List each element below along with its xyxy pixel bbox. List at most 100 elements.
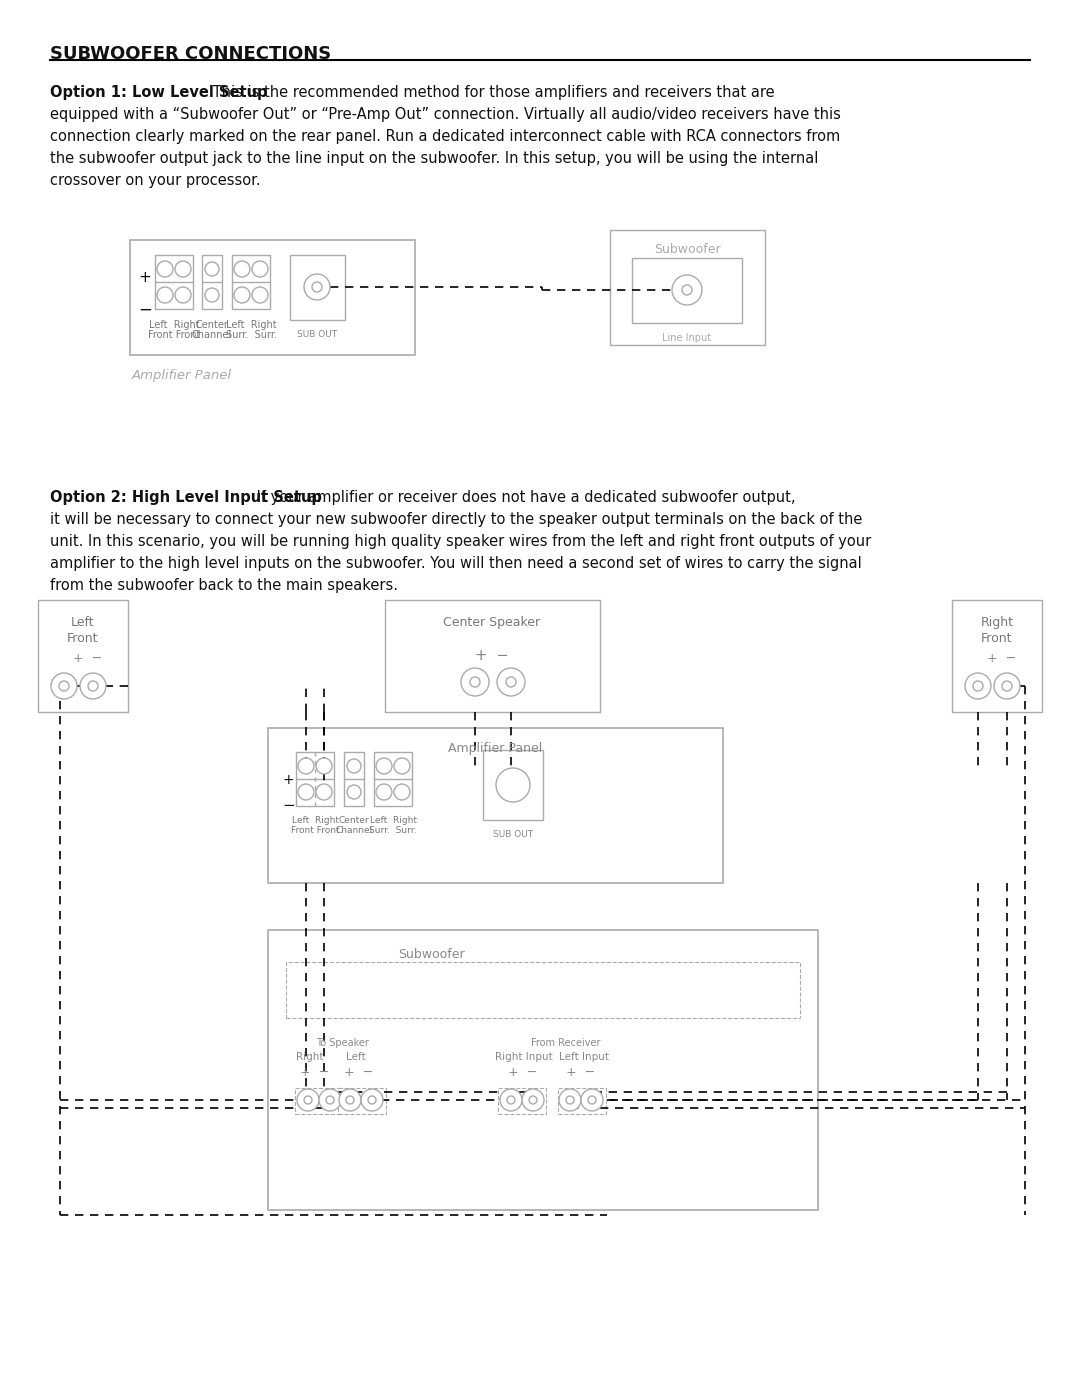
Circle shape [566,1097,573,1104]
Bar [951,599,1042,712]
Bar [610,231,765,345]
Circle shape [346,1097,354,1104]
Text: Subwoofer: Subwoofer [653,243,720,256]
Circle shape [59,680,69,692]
Circle shape [252,286,268,303]
Circle shape [500,1090,522,1111]
Circle shape [298,759,314,774]
Text: Front: Front [982,631,1013,645]
Text: Center: Center [339,816,369,826]
Circle shape [368,1097,376,1104]
Text: Front Front: Front Front [148,330,200,339]
Circle shape [376,759,392,774]
Text: Left  Right: Left Right [292,816,338,826]
Text: To Speaker: To Speaker [315,1038,368,1048]
Text: Left  Right: Left Right [149,320,200,330]
Text: Right: Right [296,1052,324,1062]
Text: Right Input: Right Input [495,1052,553,1062]
Text: Left  Right: Left Right [226,320,276,330]
Circle shape [522,1090,544,1111]
Circle shape [497,668,525,696]
Circle shape [175,261,191,277]
Circle shape [394,759,410,774]
Circle shape [252,261,268,277]
Circle shape [326,1097,334,1104]
Text: Subwoofer: Subwoofer [399,949,464,961]
Text: +  −: + − [345,1066,373,1078]
Circle shape [994,673,1020,698]
Text: Right: Right [981,616,1013,629]
Circle shape [205,288,219,302]
Text: Front Front: Front Front [291,826,339,835]
Circle shape [973,680,983,692]
Circle shape [681,285,692,295]
Circle shape [361,1090,383,1111]
Circle shape [507,1097,515,1104]
Text: +  −: + − [508,1066,537,1078]
Text: Surr.  Surr.: Surr. Surr. [226,330,276,339]
Circle shape [347,759,361,773]
Bar [632,258,742,323]
Bar [268,728,723,883]
Circle shape [529,1097,537,1104]
Circle shape [966,673,991,698]
Circle shape [80,673,106,698]
Circle shape [51,673,77,698]
Circle shape [316,759,332,774]
Text: Left: Left [71,616,95,629]
Circle shape [87,680,98,692]
Text: From Receiver: From Receiver [531,1038,600,1048]
Circle shape [319,1090,341,1111]
Bar [338,1088,386,1113]
Circle shape [347,785,361,799]
Text: SUB OUT: SUB OUT [492,830,534,840]
Text: from the subwoofer back to the main speakers.: from the subwoofer back to the main spea… [50,578,399,592]
Circle shape [588,1097,596,1104]
Circle shape [394,784,410,800]
Text: connection clearly marked on the rear panel. Run a dedicated interconnect cable : connection clearly marked on the rear pa… [50,129,840,144]
Text: SUBWOOFER CONNECTIONS: SUBWOOFER CONNECTIONS [50,45,332,63]
Circle shape [507,678,516,687]
Bar [498,1088,546,1113]
Bar [295,1088,343,1113]
Bar [384,599,600,712]
Text: Front: Front [67,631,98,645]
Text: +  −: + − [475,648,509,664]
Text: crossover on your processor.: crossover on your processor. [50,173,260,189]
Circle shape [298,784,314,800]
Text: Amplifier Panel: Amplifier Panel [448,742,542,754]
Text: Line Input: Line Input [662,332,712,344]
Text: Left Input: Left Input [559,1052,609,1062]
Circle shape [297,1090,319,1111]
Circle shape [157,286,173,303]
Bar [374,752,411,806]
Circle shape [234,261,249,277]
Bar [202,256,222,309]
Text: Surr.  Surr.: Surr. Surr. [369,826,417,835]
Text: Option 1: Low Level Setup: Option 1: Low Level Setup [50,85,268,101]
Text: +: + [282,773,294,787]
Circle shape [205,263,219,277]
Bar [130,240,415,355]
Circle shape [339,1090,361,1111]
Text: Left  Right: Left Right [369,816,417,826]
Text: the subwoofer output jack to the line input on the subwoofer. In this setup, you: the subwoofer output jack to the line in… [50,151,819,166]
Text: +: + [138,271,151,285]
Bar [291,256,345,320]
Text: Amplifier Panel: Amplifier Panel [132,369,232,381]
Text: Option 2: High Level Input Setup: Option 2: High Level Input Setup [50,490,322,504]
Text: +  −: + − [566,1066,595,1078]
Bar [345,752,364,806]
Text: +  −: + − [73,652,103,665]
Text: it will be necessary to connect your new subwoofer directly to the speaker outpu: it will be necessary to connect your new… [50,511,862,527]
Circle shape [672,275,702,305]
Bar [483,750,543,820]
Text: unit. In this scenario, you will be running high quality speaker wires from the : unit. In this scenario, you will be runn… [50,534,872,549]
Circle shape [175,286,191,303]
Text: Center Speaker: Center Speaker [444,616,541,629]
Circle shape [559,1090,581,1111]
Circle shape [234,286,249,303]
Circle shape [303,274,330,300]
Circle shape [303,1097,312,1104]
Bar [38,599,129,712]
